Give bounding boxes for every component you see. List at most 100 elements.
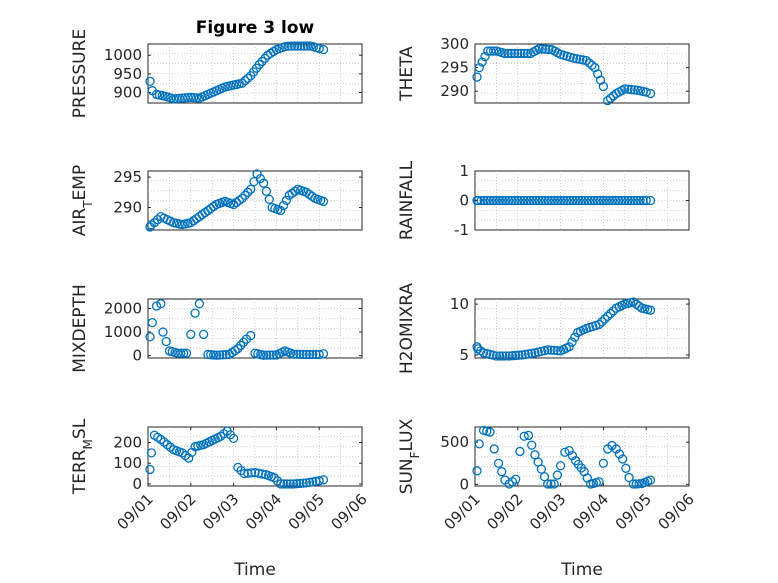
data-point bbox=[250, 467, 260, 478]
data-point bbox=[500, 48, 510, 59]
data-point bbox=[181, 348, 192, 358]
data-point bbox=[564, 445, 574, 456]
data-point bbox=[145, 332, 155, 342]
data-point bbox=[564, 342, 574, 352]
data-point bbox=[514, 350, 524, 360]
data-point bbox=[549, 195, 560, 206]
y-tick-label: -1 bbox=[454, 221, 469, 239]
data-point bbox=[641, 87, 651, 97]
data-point bbox=[474, 439, 484, 449]
data-point bbox=[243, 187, 253, 197]
data-point bbox=[260, 53, 270, 63]
data-point bbox=[586, 195, 596, 206]
data-point bbox=[598, 81, 609, 92]
data-point bbox=[254, 59, 264, 70]
data-point bbox=[186, 329, 196, 340]
data-point bbox=[246, 468, 257, 478]
data-point bbox=[571, 195, 581, 206]
data-point bbox=[621, 463, 631, 473]
x-axis-label: Time bbox=[233, 560, 276, 580]
y-axis-label: TERRMSL bbox=[70, 418, 95, 495]
data-point bbox=[607, 195, 618, 206]
data-point bbox=[314, 349, 324, 360]
data-point bbox=[515, 446, 525, 457]
data-point bbox=[581, 55, 591, 66]
y-tick-label: 1 bbox=[459, 162, 469, 180]
data-point bbox=[537, 44, 548, 54]
data-point bbox=[307, 191, 317, 201]
data-point bbox=[527, 348, 537, 359]
y-tick-label: 0 bbox=[132, 347, 142, 365]
data-point bbox=[145, 464, 155, 475]
data-point bbox=[485, 427, 495, 437]
x-tick-label: 09/03 bbox=[199, 490, 242, 533]
y-tick-label: 950 bbox=[113, 65, 142, 83]
y-tick-label: 0 bbox=[132, 475, 142, 493]
subplot-2: 290 295 300 THETA bbox=[397, 35, 690, 106]
data-point bbox=[243, 73, 253, 83]
data-point bbox=[583, 195, 593, 206]
data-point bbox=[318, 196, 329, 207]
data-point bbox=[555, 461, 566, 471]
data-point bbox=[604, 195, 615, 206]
data-point bbox=[488, 46, 499, 56]
data-point bbox=[257, 469, 267, 479]
subplot-7: 0 100 200 09/01 09/02 09/03 09/04 09/05 09/06 Tim… bbox=[70, 418, 371, 580]
data-point bbox=[262, 350, 272, 360]
x-tick-label: 09/05 bbox=[285, 490, 328, 533]
data-point bbox=[211, 350, 222, 360]
data-point bbox=[523, 430, 534, 441]
y-tick-label: 10 bbox=[450, 295, 469, 313]
data-point bbox=[601, 195, 612, 206]
data-point bbox=[280, 41, 290, 52]
data-point bbox=[645, 88, 656, 99]
y-tick-label: 900 bbox=[113, 84, 142, 102]
data-point bbox=[632, 195, 642, 206]
data-point bbox=[240, 190, 250, 200]
data-point bbox=[278, 200, 289, 211]
data-point bbox=[239, 468, 249, 479]
y-axis-label: MIXDEPTH bbox=[70, 284, 90, 373]
subplot-6: 5 10 H2OMIXRA bbox=[397, 283, 690, 374]
data-point bbox=[552, 470, 563, 480]
data-point bbox=[537, 195, 547, 206]
data-point bbox=[597, 317, 607, 327]
data-point bbox=[623, 84, 633, 94]
data-point bbox=[233, 343, 243, 354]
data-point bbox=[544, 44, 554, 55]
data-point bbox=[237, 193, 247, 204]
data-point bbox=[600, 314, 610, 324]
x-tick-label: 09/05 bbox=[612, 490, 655, 533]
data-point bbox=[603, 311, 613, 321]
data-point bbox=[559, 195, 569, 206]
data-point bbox=[261, 186, 272, 196]
data-point bbox=[641, 195, 651, 206]
data-point bbox=[491, 351, 502, 361]
data-point bbox=[546, 479, 556, 489]
data-point bbox=[295, 349, 305, 359]
y-tick-label: 2000 bbox=[104, 299, 142, 317]
data-point bbox=[634, 479, 644, 489]
data-point bbox=[292, 349, 302, 359]
data-point bbox=[208, 201, 219, 212]
data-point bbox=[314, 476, 324, 486]
data-point bbox=[289, 41, 300, 51]
data-point bbox=[257, 56, 267, 67]
data-point bbox=[176, 348, 186, 358]
data-point bbox=[549, 345, 559, 356]
data-point bbox=[634, 301, 644, 311]
data-point bbox=[285, 479, 295, 489]
data-point bbox=[645, 195, 656, 206]
y-tick-label: 500 bbox=[440, 433, 469, 451]
data-point bbox=[304, 349, 315, 360]
data-point bbox=[516, 48, 526, 59]
data-point bbox=[233, 462, 243, 473]
y-tick-label: 1000 bbox=[104, 46, 142, 64]
data-point bbox=[507, 351, 518, 361]
data-point bbox=[477, 57, 487, 67]
data-point bbox=[283, 41, 293, 51]
data-point bbox=[523, 349, 534, 359]
data-point bbox=[497, 467, 507, 477]
data-point bbox=[301, 478, 312, 488]
data-point bbox=[513, 195, 523, 206]
